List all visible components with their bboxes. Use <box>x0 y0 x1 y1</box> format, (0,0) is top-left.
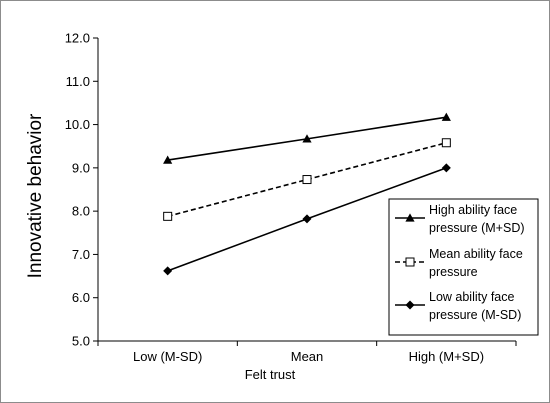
legend-label: Low ability face <box>429 290 515 304</box>
legend-entry-3: Low ability face pressure (M-SD) <box>395 290 521 322</box>
y-tick-label: 6.0 <box>72 290 90 305</box>
x-tick-label: Mean <box>291 349 324 364</box>
series-1 <box>163 112 451 164</box>
legend-label: Mean ability face <box>429 247 523 261</box>
y-tick-label: 8.0 <box>72 204 90 219</box>
y-tick-labels: 5.0 6.0 7.0 8.0 9.0 10.0 11.0 12.0 <box>65 31 90 349</box>
legend-label: pressure (M-SD) <box>429 308 521 322</box>
legend: High ability face pressure (M+SD) Mean abi… <box>388 198 539 336</box>
legend-marker <box>405 257 415 267</box>
legend-label: pressure <box>429 265 478 279</box>
y-tick-label: 9.0 <box>72 160 90 175</box>
legend-marker <box>405 300 415 310</box>
series-group <box>163 112 451 276</box>
x-tick-label: Low (M-SD) <box>133 349 202 364</box>
data-point <box>163 211 173 221</box>
series-3 <box>163 163 451 276</box>
data-point <box>302 214 312 224</box>
legend-label: pressure (M+SD) <box>429 221 525 235</box>
y-tick-label: 5.0 <box>72 334 90 349</box>
x-tick-label: High (M+SD) <box>409 349 485 364</box>
data-point <box>163 266 173 276</box>
x-axis-label: Felt trust <box>245 367 296 382</box>
y-axis-label: Innovative behavior <box>25 113 46 278</box>
data-point <box>441 138 451 148</box>
data-point <box>441 112 451 121</box>
y-tick-label: 11.0 <box>66 74 90 89</box>
y-tick-label: 7.0 <box>72 247 90 262</box>
legend-marker <box>405 213 415 222</box>
y-tick-label: 12.0 <box>65 31 90 46</box>
x-tick-labels: Low (M-SD) Mean High (M+SD) <box>133 349 484 364</box>
legend-label: High ability face <box>429 203 517 217</box>
data-point <box>441 163 451 173</box>
data-point <box>302 175 312 185</box>
data-point <box>302 134 312 143</box>
legend-entry-2: Mean ability face pressure <box>395 247 523 279</box>
axes <box>93 37 517 346</box>
y-tick-label: 10.0 <box>65 117 90 132</box>
data-point <box>163 155 173 164</box>
legend-entry-1: High ability face pressure (M+SD) <box>395 203 525 235</box>
series-2 <box>163 138 451 221</box>
